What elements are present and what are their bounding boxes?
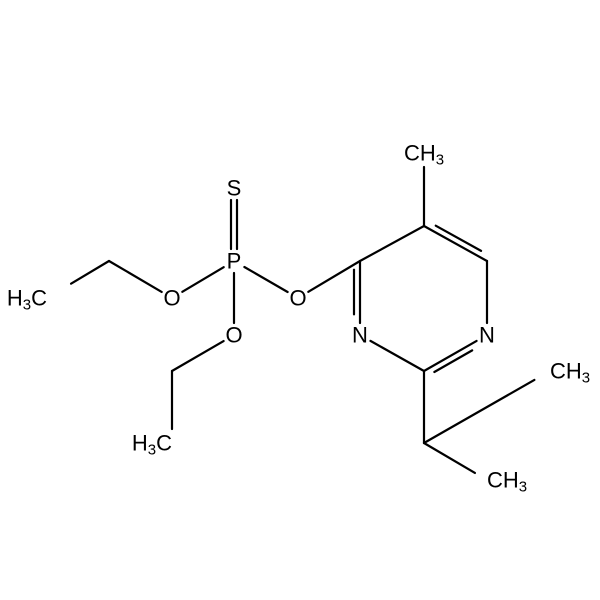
atom-label: H3C [132, 431, 172, 459]
bond [424, 380, 534, 443]
atom-label: O [289, 286, 306, 311]
bond [360, 226, 424, 261]
molecule-diagram: S P O O O H3C H3C N N CH3 CH3 CH3 [0, 0, 600, 600]
bond [424, 443, 475, 473]
atom-label: CH3 [487, 468, 527, 496]
atom-label: O [225, 323, 242, 348]
bond [370, 341, 424, 371]
atom-label: N [479, 323, 495, 348]
bond [172, 341, 224, 371]
bond [109, 261, 162, 292]
bond [436, 226, 481, 251]
atom-label: CH3 [550, 359, 590, 387]
atom-label: P [227, 249, 242, 274]
atom-label: H3C [7, 286, 47, 314]
bond [424, 226, 487, 261]
atom-label: S [227, 176, 242, 201]
bond [308, 261, 360, 292]
atom-label: O [163, 286, 180, 311]
atom-label: N [352, 323, 368, 348]
bond [424, 341, 477, 371]
bond [182, 267, 223, 292]
bond [71, 261, 109, 284]
bond [244, 267, 287, 292]
atom-label: CH3 [404, 141, 444, 169]
